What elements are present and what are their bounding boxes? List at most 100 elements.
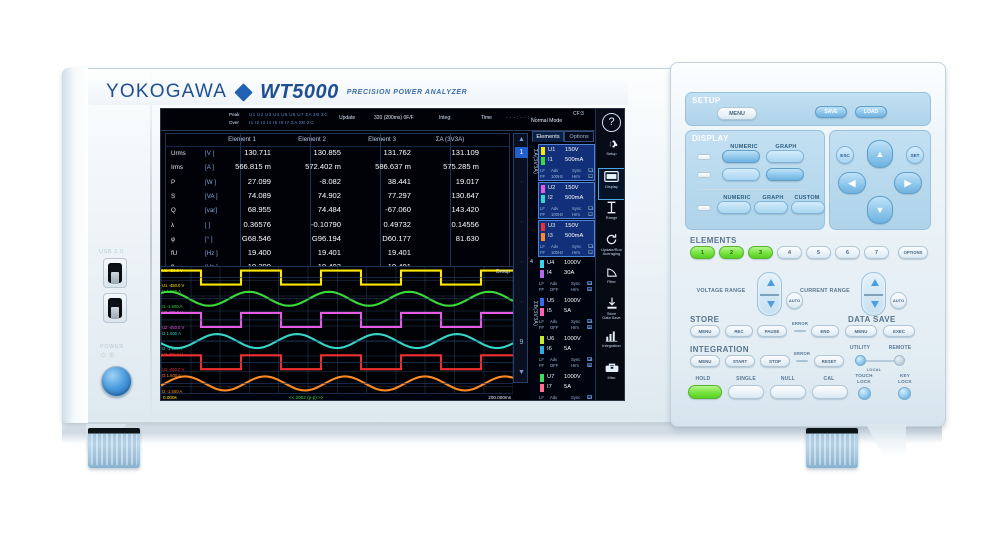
element-sub-setting[interactable]: FF <box>539 325 545 330</box>
rail-item-misc[interactable]: Misc <box>598 360 624 392</box>
rail-item-filter[interactable]: Filter <box>598 264 624 296</box>
display-row3-dash-icon[interactable] <box>697 205 711 211</box>
store-menu-button[interactable]: MENU <box>690 325 720 337</box>
nav-right-button[interactable]: ▶ <box>894 172 922 194</box>
element-group[interactable]: U4 1000V I4 30A LF FF Adv OFF Sync Hrm U4 I4 <box>538 258 595 295</box>
element-button-5[interactable]: 5 <box>806 246 831 259</box>
element-sub-setting[interactable]: Hrm <box>571 287 579 292</box>
display-row3-custom-button[interactable] <box>791 201 825 214</box>
element-button-7[interactable]: 7 <box>864 246 889 259</box>
element-hrm-source-box[interactable]: I4 <box>587 286 592 292</box>
element-sub-setting[interactable]: OFF <box>550 287 559 292</box>
integration-stop-button[interactable]: STOP <box>760 355 790 367</box>
element-sub-setting[interactable]: Sync <box>572 206 582 211</box>
element-sub-setting[interactable]: Hrm <box>571 363 579 368</box>
display-row2-dash-icon[interactable] <box>697 172 711 178</box>
element-sub-setting[interactable]: LF <box>539 281 544 286</box>
element-sub-setting[interactable]: OFF <box>550 363 559 368</box>
rail-item-integration[interactable]: Integration <box>598 328 624 360</box>
element-sync-source-box[interactable]: U3 <box>588 243 594 249</box>
help-icon[interactable]: ? <box>602 113 621 132</box>
data-save-menu-button[interactable]: MENU <box>845 325 877 337</box>
rail-item-range[interactable]: Range <box>598 200 624 232</box>
element-hrm-source-box[interactable]: I1 <box>588 173 593 179</box>
power-button[interactable] <box>101 366 132 397</box>
tab-elements[interactable]: Elements <box>532 131 564 142</box>
page-indicator-last[interactable]: 9 <box>519 339 524 346</box>
element-button-1[interactable]: 1 <box>690 246 715 259</box>
tab-options[interactable]: Options <box>564 131 594 142</box>
waveform-area[interactable]: U1 450.0 V U1 -450.0 V I1 1.500 A I1 -1.500… <box>161 266 513 400</box>
element-sync-source-box[interactable]: U7 <box>587 394 593 400</box>
data-save-exec-button[interactable]: EXEC <box>883 325 915 337</box>
display-row2-graph-button[interactable] <box>766 168 804 181</box>
page-dot-1[interactable]: · <box>520 179 523 186</box>
touch-lock-button[interactable] <box>858 387 871 400</box>
display-row1-dash-icon[interactable] <box>697 154 711 160</box>
element-button-2[interactable]: 2 <box>719 246 744 259</box>
element-sub-setting[interactable]: Adv <box>551 244 559 249</box>
nav-up-button[interactable]: ▲ <box>867 140 893 168</box>
element-sync-source-box[interactable]: U2 <box>588 205 594 211</box>
nav-down-button[interactable]: ▼ <box>867 196 893 224</box>
nav-left-button[interactable]: ◀ <box>838 172 866 194</box>
element-sub-setting[interactable]: Sync <box>571 281 581 286</box>
element-sync-source-box[interactable]: U6 <box>587 356 593 362</box>
display-row1-graph-button[interactable] <box>766 150 804 163</box>
store-pause-button[interactable]: PAUSE <box>757 325 787 337</box>
element-sub-setting[interactable]: FF <box>539 363 545 368</box>
element-sub-setting[interactable]: LF <box>539 319 544 324</box>
element-sub-setting[interactable]: FF <box>540 174 546 179</box>
element-sub-setting[interactable]: Sync <box>572 168 582 173</box>
utility-button[interactable] <box>855 355 866 366</box>
element-group[interactable]: U5 1000V I5 5A LF FF Adv OFF Sync Hrm U5 I5 <box>538 296 595 333</box>
page-scroll-column[interactable]: ▲ 1 · · · · 9 ▼ <box>513 133 528 383</box>
element-sync-source-box[interactable]: U1 <box>588 167 594 173</box>
esc-button[interactable]: ESC <box>836 146 854 164</box>
side-panel-tabs[interactable]: Elements Options <box>529 131 595 142</box>
element-sub-setting[interactable]: LF <box>540 244 545 249</box>
element-sub-setting[interactable]: FF <box>540 250 546 255</box>
set-button[interactable]: SET <box>906 146 924 164</box>
element-sub-setting[interactable]: FF <box>540 212 546 217</box>
element-sub-setting[interactable]: 100Hz <box>551 212 564 217</box>
current-range-rocker[interactable] <box>861 272 886 316</box>
integration-menu-button[interactable]: MENU <box>690 355 720 367</box>
null-button[interactable] <box>770 385 806 399</box>
element-sync-source-box[interactable]: U4 <box>587 280 593 286</box>
element-hrm-source-box[interactable]: I5 <box>587 324 592 330</box>
page-indicator-current[interactable]: 1 <box>515 147 528 158</box>
element-button-3[interactable]: 3 <box>748 246 773 259</box>
element-button-4[interactable]: 4 <box>777 246 802 259</box>
element-sub-setting[interactable]: Sync <box>572 244 582 249</box>
element-group[interactable]: U71000VI75ALFFFAdvOFFSyncHrmU7I7 <box>538 372 595 400</box>
usb-port-bottom[interactable] <box>103 293 127 323</box>
lcd-icon-rail[interactable]: ? Setup Display Range Update/Run Averaging Fi… <box>595 109 624 400</box>
element-sub-setting[interactable]: Adv <box>550 395 558 400</box>
element-sub-setting[interactable]: Hrm <box>571 325 579 330</box>
element-sub-setting[interactable]: Adv <box>551 206 559 211</box>
display-row3-graph-button[interactable] <box>754 201 788 214</box>
voltage-auto-button[interactable]: AUTO <box>786 292 803 309</box>
numeric-table[interactable]: Element 1 Element 2 Element 3 ΣA (3V3A) Urms… <box>165 133 510 278</box>
scroll-down-icon[interactable]: ▼ <box>518 369 525 376</box>
cal-button[interactable] <box>812 385 848 399</box>
element-sync-source-box[interactable]: U5 <box>587 318 593 324</box>
current-auto-button[interactable]: AUTO <box>890 292 907 309</box>
hold-button[interactable] <box>688 385 722 399</box>
element-sub-setting[interactable]: LF <box>540 206 545 211</box>
rail-item-store-data-save[interactable]: Store Data Save <box>598 296 624 328</box>
elements-options-button[interactable]: OPTIONS <box>898 246 928 259</box>
rail-item-setup[interactable]: Setup <box>598 136 624 168</box>
display-row3-numeric-button[interactable] <box>717 201 751 214</box>
element-hrm-source-box[interactable]: I2 <box>588 211 593 217</box>
page-dot-4[interactable]: · <box>520 299 523 306</box>
element-sub-setting[interactable]: LF <box>539 395 544 400</box>
voltage-range-rocker[interactable] <box>757 272 782 316</box>
lcd-screen[interactable]: Peak U1 U2 U3 U4 U5 U6 U7 ΣA ΣB ΣC Over … <box>161 109 624 400</box>
display-row2-numeric-button[interactable] <box>722 168 760 181</box>
element-sub-setting[interactable]: Adv <box>550 357 558 362</box>
element-sub-setting[interactable]: Sync <box>571 357 581 362</box>
remote-button[interactable] <box>894 355 905 366</box>
element-sub-setting[interactable]: LF <box>539 357 544 362</box>
